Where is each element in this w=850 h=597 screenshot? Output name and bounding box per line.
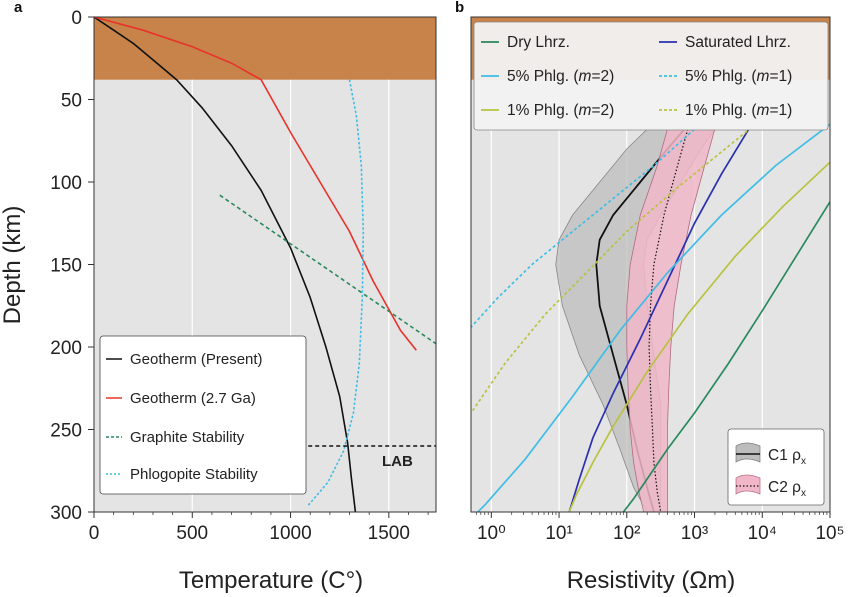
legend-1pct-m1-suffix: =1) [769, 102, 792, 119]
panel-a-y-tick-label: 0 [71, 8, 82, 29]
panel-a-series [93, 16, 437, 513]
panel-b-top-legend: Dry Lhrz. Saturated Lhrz. 5% Phlg. (m=2)… [473, 21, 829, 131]
panel-b-x-ticks: 10⁰ 10¹ 10² 10³ 10⁴ 10⁵ [475, 512, 845, 544]
legend-label-c2: C2 ρx [768, 479, 806, 499]
legend-5pct-m1-m: m [757, 68, 770, 85]
panel-a-y-tick-label: 150 [50, 256, 82, 277]
panel-a-y-ticks: 0 50 100 150 200 250 300 [50, 8, 94, 524]
panel-b-x-tick-label: 10² [613, 523, 640, 544]
legend-c2-main: C2 ρ [768, 479, 801, 496]
panel-b-series-line [471, 128, 696, 328]
panel-a-x-tick-label: 1000 [269, 523, 311, 544]
panel-a: 0 500 1000 1500 0 50 100 150 200 250 300 a Temper… [0, 0, 437, 594]
legend-label-geotherm-2-7ga: Geotherm (2.7 Ga) [130, 390, 256, 407]
panel-b-top-legend-box [473, 21, 829, 131]
panel-b-series-line [622, 201, 830, 512]
legend-1pct-m1-prefix: 1% Phlg. ( [685, 102, 757, 119]
panel-a-y-tick-label: 200 [50, 338, 82, 359]
panel-a-series-line [219, 194, 437, 345]
panel-b-series [471, 123, 830, 512]
panel-b-x-tick-label: 10⁴ [748, 523, 777, 544]
panel-a-x-label: Temperature (C°) [179, 567, 363, 594]
legend-label-5pct-m1: 5% Phlg. (m=1) [685, 68, 792, 85]
legend-5pct-m2-prefix: 5% Phlg. ( [507, 68, 579, 85]
legend-label-1pct-m1: 1% Phlg. (m=1) [685, 102, 792, 119]
panel-b-x-tick-label: 10⁰ [477, 523, 506, 544]
panel-b-bands [555, 128, 716, 512]
legend-c1-main: C1 ρ [768, 447, 801, 464]
panel-a-x-ticks: 0 500 1000 1500 [89, 512, 429, 544]
panel-b-frame [470, 16, 831, 513]
legend-c1-sub: x [801, 456, 806, 467]
panel-b-x-tick-label: 10¹ [545, 523, 572, 544]
panel-a-series-line [93, 16, 417, 351]
legend-label-geotherm-present: Geotherm (Present) [130, 351, 263, 368]
legend-label-graphite: Graphite Stability [130, 429, 245, 446]
legend-c2-sub: x [801, 488, 806, 499]
legend-5pct-m1-prefix: 5% Phlg. ( [685, 68, 757, 85]
panel-a-x-tick-label: 0 [89, 523, 100, 544]
panel-a-y-tick-label: 100 [50, 173, 82, 194]
legend-label-5pct-m2: 5% Phlg. (m=2) [507, 68, 614, 85]
panel-b-band [626, 128, 716, 512]
legend-label-saturated: Saturated Lhrz. [685, 34, 791, 51]
panel-b-band-center [648, 129, 689, 512]
panel-a-legend-box [99, 335, 307, 495]
legend-label-c1: C1 ρx [768, 447, 806, 467]
panel-b-x-label: Resistivity (Ωm) [567, 567, 736, 594]
panel-b-series-line [471, 123, 757, 414]
panel-a-y-tick-label: 50 [61, 91, 82, 112]
panel-a-series-line [93, 16, 357, 513]
panel-a-letter: a [14, 0, 23, 16]
panel-b: 10⁰ 10¹ 10² 10³ 10⁴ 10⁵ b Resistivity (Ωm) Dr… [455, 0, 845, 594]
legend-label-phlogopite: Phlogopite Stability [130, 466, 258, 483]
panel-b-series-line [568, 161, 830, 512]
legend-5pct-m1-suffix: =1) [769, 68, 792, 85]
legend-1pct-m2-m: m [579, 102, 592, 119]
panel-a-x-tick-label: 500 [176, 523, 208, 544]
legend-label-dry: Dry Lhrz. [507, 34, 570, 51]
legend-5pct-m2-suffix: =2) [591, 68, 614, 85]
panel-a-y-label: Depth (km) [0, 206, 26, 325]
panel-b-series-line [477, 123, 830, 512]
legend-1pct-m2-prefix: 1% Phlg. ( [507, 102, 579, 119]
panel-a-crust-band [94, 17, 436, 80]
legend-label-1pct-m2: 1% Phlg. (m=2) [507, 102, 614, 119]
panel-b-x-tick-label: 10⁵ [815, 523, 844, 544]
panel-a-legend: Geotherm (Present) Geotherm (2.7 Ga) Gra… [99, 335, 307, 495]
lab-label: LAB [382, 453, 413, 470]
panel-a-x-tick-label: 1500 [368, 523, 410, 544]
legend-swatch-c2-fill [735, 474, 761, 495]
legend-1pct-m1-m: m [757, 102, 770, 119]
panel-b-series-line [568, 128, 750, 512]
legend-5pct-m2-m: m [579, 68, 592, 85]
legend-swatch-c1-fill [735, 442, 761, 463]
panel-a-y-tick-label: 300 [50, 503, 82, 524]
panel-b-bottom-legend: C1 ρx C2 ρx [727, 428, 825, 506]
panel-b-x-tick-label: 10³ [681, 523, 708, 544]
panel-b-letter: b [455, 0, 464, 16]
legend-1pct-m2-suffix: =2) [591, 102, 614, 119]
panel-a-y-tick-label: 250 [50, 421, 82, 442]
